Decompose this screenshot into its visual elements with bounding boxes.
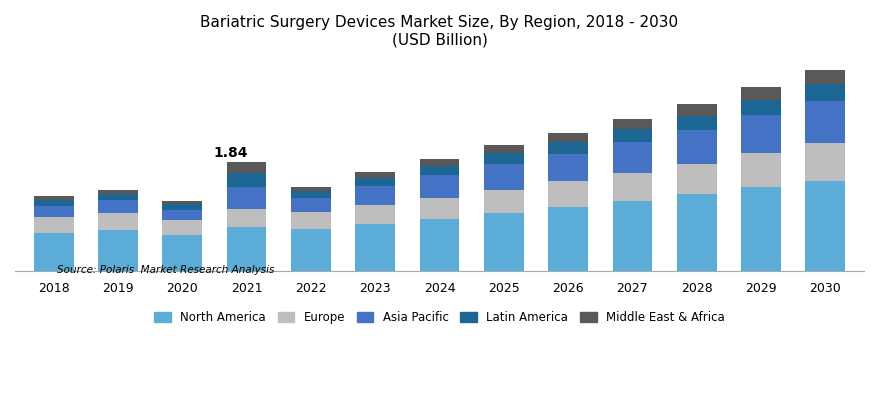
Bar — [227, 186, 266, 209]
Bar — [804, 84, 845, 101]
Bar — [162, 204, 202, 210]
Bar — [483, 163, 523, 189]
Text: Source: Polaris  Market Research Analysis: Source: Polaris Market Research Analysis — [57, 265, 275, 275]
Bar — [291, 191, 330, 198]
Bar — [355, 178, 395, 186]
Bar — [97, 200, 138, 213]
Bar — [162, 210, 202, 220]
Bar — [227, 227, 266, 271]
Bar — [676, 194, 716, 271]
Bar — [97, 189, 138, 194]
Bar — [33, 196, 74, 199]
Bar — [33, 199, 74, 206]
Bar — [483, 145, 523, 153]
Bar — [355, 205, 395, 224]
Bar — [291, 198, 330, 212]
Legend: North America, Europe, Asia Pacific, Latin America, Middle East & Africa: North America, Europe, Asia Pacific, Lat… — [149, 307, 729, 329]
Bar — [740, 87, 781, 100]
Bar — [804, 70, 845, 84]
Bar — [97, 230, 138, 271]
Bar — [676, 163, 716, 194]
Bar — [33, 233, 74, 271]
Bar — [419, 198, 459, 219]
Bar — [676, 116, 716, 130]
Bar — [804, 143, 845, 181]
Bar — [548, 154, 587, 181]
Bar — [740, 115, 781, 153]
Bar — [97, 213, 138, 230]
Bar — [804, 181, 845, 271]
Bar — [162, 220, 202, 235]
Bar — [483, 213, 523, 271]
Bar — [419, 166, 459, 176]
Bar — [419, 176, 459, 198]
Bar — [355, 172, 395, 178]
Bar — [676, 130, 716, 163]
Bar — [419, 219, 459, 271]
Bar — [291, 229, 330, 271]
Bar — [612, 142, 651, 173]
Bar — [483, 189, 523, 213]
Text: 1.84: 1.84 — [213, 146, 248, 160]
Bar — [740, 100, 781, 115]
Bar — [612, 119, 651, 129]
Bar — [548, 142, 587, 154]
Bar — [162, 235, 202, 271]
Bar — [612, 202, 651, 271]
Bar — [548, 133, 587, 142]
Bar — [548, 207, 587, 271]
Bar — [291, 186, 330, 191]
Bar — [227, 163, 266, 173]
Bar — [676, 104, 716, 116]
Bar — [227, 173, 266, 186]
Bar — [291, 212, 330, 229]
Title: Bariatric Surgery Devices Market Size, By Region, 2018 - 2030
(USD Billion): Bariatric Surgery Devices Market Size, B… — [200, 15, 678, 47]
Bar — [548, 181, 587, 207]
Bar — [740, 153, 781, 187]
Bar — [97, 194, 138, 200]
Bar — [740, 187, 781, 271]
Bar — [33, 217, 74, 233]
Bar — [483, 153, 523, 163]
Bar — [162, 201, 202, 204]
Bar — [227, 209, 266, 227]
Bar — [355, 224, 395, 271]
Bar — [33, 206, 74, 217]
Bar — [355, 186, 395, 205]
Bar — [419, 159, 459, 166]
Bar — [804, 101, 845, 143]
Bar — [612, 129, 651, 142]
Bar — [612, 173, 651, 202]
